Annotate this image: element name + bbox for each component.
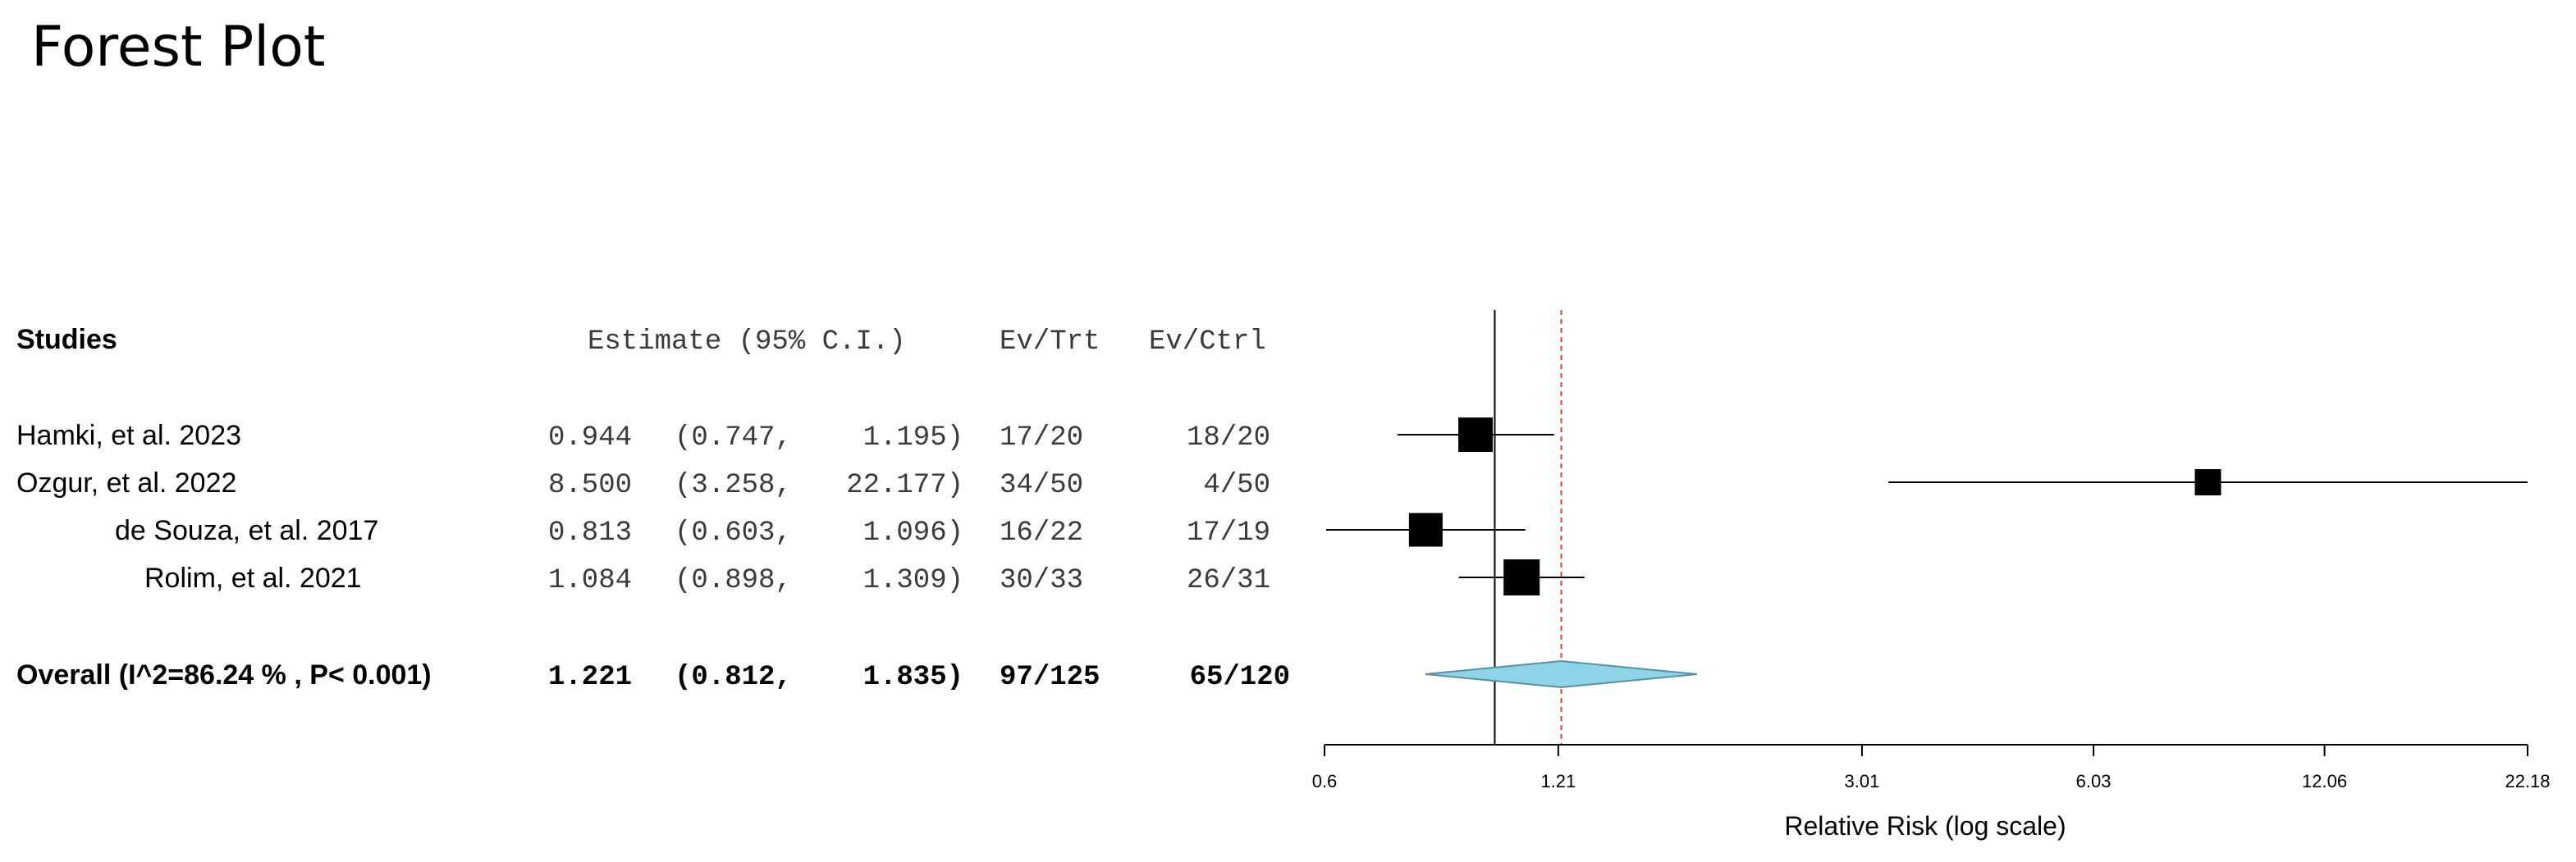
x-tick-label: 1.21 <box>1540 771 1576 791</box>
study-estimate: 0.813 <box>548 518 632 549</box>
study-ci-low: (0.898, <box>675 565 792 596</box>
study-name: Rolim, et al. 2021 <box>144 563 362 594</box>
study-row: Rolim, et al. 2021 1.084 (0.898, 1.309) … <box>144 563 1270 596</box>
study-ev-trt: 17/20 <box>1000 422 1083 454</box>
study-ci-high: 1.096) <box>863 518 963 549</box>
overall-ev-trt: 97/125 <box>1000 662 1100 693</box>
overall-label: Overall (I^2=86.24 % , P< 0.001) <box>16 659 432 691</box>
study-ev-ctrl: 17/19 <box>1187 518 1270 549</box>
study-ci-high: 22.177) <box>846 470 963 501</box>
forest-plot-area: 0.6 1.21 3.01 6.03 12.06 22.18 <box>1312 310 2551 791</box>
study-ci-high: 1.195) <box>863 422 963 454</box>
x-tick-label: 6.03 <box>2076 771 2112 791</box>
header-ev-trt: Ev/Trt <box>1000 326 1100 358</box>
study-ev-ctrl: 18/20 <box>1187 422 1270 454</box>
overall-estimate: 1.221 <box>548 662 632 693</box>
study-ev-trt: 30/33 <box>1000 565 1083 596</box>
chart-title: Forest Plot <box>31 15 325 80</box>
overall-ev-ctrl: 65/120 <box>1190 662 1290 693</box>
x-tick-label: 12.06 <box>2302 771 2347 791</box>
x-tick-label: 3.01 <box>1845 771 1880 791</box>
study-row: de Souza, et al. 2017 0.813 (0.603, 1.09… <box>115 515 1270 549</box>
header-estimate: Estimate (95% C.I.) <box>588 326 906 358</box>
x-tick-label: 0.6 <box>1312 771 1338 791</box>
study-ci-low: (0.603, <box>675 518 792 549</box>
study-row: Ozgur, et al. 2022 8.500 (3.258, 22.177)… <box>16 467 1270 501</box>
study-ev-trt: 34/50 <box>1000 470 1083 501</box>
x-axis-label: Relative Risk (log scale) <box>1784 811 2066 841</box>
study-name: de Souza, et al. 2017 <box>115 515 378 546</box>
study-ci-low: (0.747, <box>675 422 792 454</box>
study-name: Ozgur, et al. 2022 <box>16 467 236 499</box>
study-marker <box>2194 469 2221 495</box>
study-marker <box>1408 513 1443 547</box>
study-name: Hamki, et al. 2023 <box>16 420 241 451</box>
study-ev-ctrl: 4/50 <box>1203 470 1270 501</box>
study-ev-trt: 16/22 <box>1000 518 1083 549</box>
study-marker <box>1458 417 1494 452</box>
study-ev-ctrl: 26/31 <box>1187 565 1270 596</box>
study-marker <box>1503 559 1540 595</box>
overall-row: Overall (I^2=86.24 % , P< 0.001) 1.221 (… <box>16 659 1290 693</box>
study-ci-high: 1.309) <box>863 565 963 596</box>
x-tick-label: 22.18 <box>2505 771 2550 791</box>
overall-ci-low: (0.812, <box>675 662 792 693</box>
overall-ci-high: 1.835) <box>863 662 963 693</box>
overall-diamond <box>1425 659 1698 689</box>
study-estimate: 8.500 <box>548 470 632 501</box>
study-estimate: 0.944 <box>548 422 632 454</box>
study-row: Hamki, et al. 2023 0.944 (0.747, 1.195) … <box>16 420 1270 454</box>
header-ev-ctrl: Ev/Ctrl <box>1149 326 1266 358</box>
study-ci-low: (3.258, <box>675 470 792 501</box>
header-studies: Studies <box>16 324 117 355</box>
study-estimate: 1.084 <box>548 565 632 596</box>
